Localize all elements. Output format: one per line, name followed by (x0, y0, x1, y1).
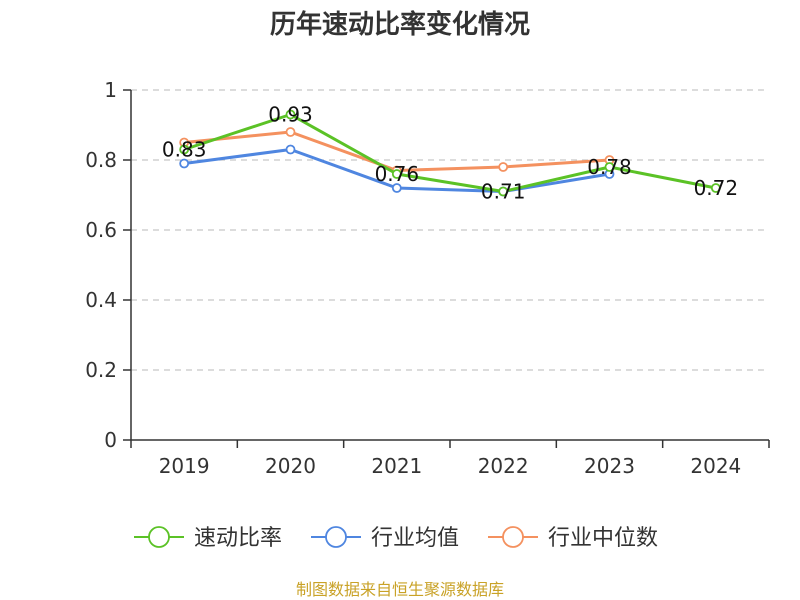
data-point (179, 144, 190, 155)
y-tick-label: 0 (104, 428, 117, 452)
y-tick-label: 0.8 (85, 148, 117, 172)
data-point (391, 169, 402, 179)
y-tick-label: 0.6 (85, 218, 117, 242)
chart-title: 历年速动比率变化情况 (270, 9, 530, 40)
y-tick-label: 0.4 (85, 288, 117, 312)
data-labels: 0.83 0.93 0.76 0.71 0.78 0.72 (162, 103, 738, 204)
data-point (285, 144, 296, 155)
data-label: 0.93 (268, 103, 313, 127)
data-point (391, 183, 402, 193)
data-label: 0.71 (481, 180, 526, 204)
legend-item[interactable]: 速动比率 (134, 526, 282, 551)
series (179, 109, 721, 197)
series-line-0 (183, 113, 717, 193)
y-tick-label: 0.2 (85, 358, 117, 382)
data-point (498, 186, 509, 197)
legend-label: 行业中位数 (548, 526, 658, 551)
grid (131, 89, 769, 371)
data-label: 0.78 (587, 155, 632, 179)
data-label: 0.72 (694, 176, 739, 200)
data-point (498, 162, 509, 172)
y-tick-label: 1 (104, 78, 117, 102)
x-tick-label: 2021 (371, 454, 422, 478)
source-note: 制图数据来自恒生聚源数据库 (296, 580, 504, 599)
data-label: 0.76 (375, 162, 420, 186)
legend-label: 速动比率 (194, 526, 282, 551)
x-tick-label: 2024 (690, 454, 741, 478)
legend-item[interactable]: 行业中位数 (488, 526, 658, 551)
x-tick-label: 2023 (584, 454, 635, 478)
legend-item[interactable]: 行业均值 (311, 526, 459, 551)
legend-swatch-marker (502, 526, 524, 548)
data-point (710, 183, 721, 193)
data-point (604, 162, 615, 172)
legend-label: 行业均值 (371, 526, 459, 551)
x-tick-label: 2019 (159, 454, 210, 478)
data-point (179, 158, 190, 169)
x-tick-label: 2022 (478, 454, 529, 478)
data-point (285, 109, 296, 120)
data-point (285, 127, 296, 137)
data-label: 0.83 (162, 138, 207, 162)
axes: 0 0.2 0.4 0.6 0.8 1 2019 2020 2021 2022 2023 2024 (85, 78, 770, 478)
legend[interactable]: 速动比率 行业均值 行业中位数 (134, 526, 658, 551)
legend-swatch-marker (325, 526, 347, 548)
legend-swatch-marker (148, 526, 170, 548)
x-tick-label: 2020 (265, 454, 316, 478)
